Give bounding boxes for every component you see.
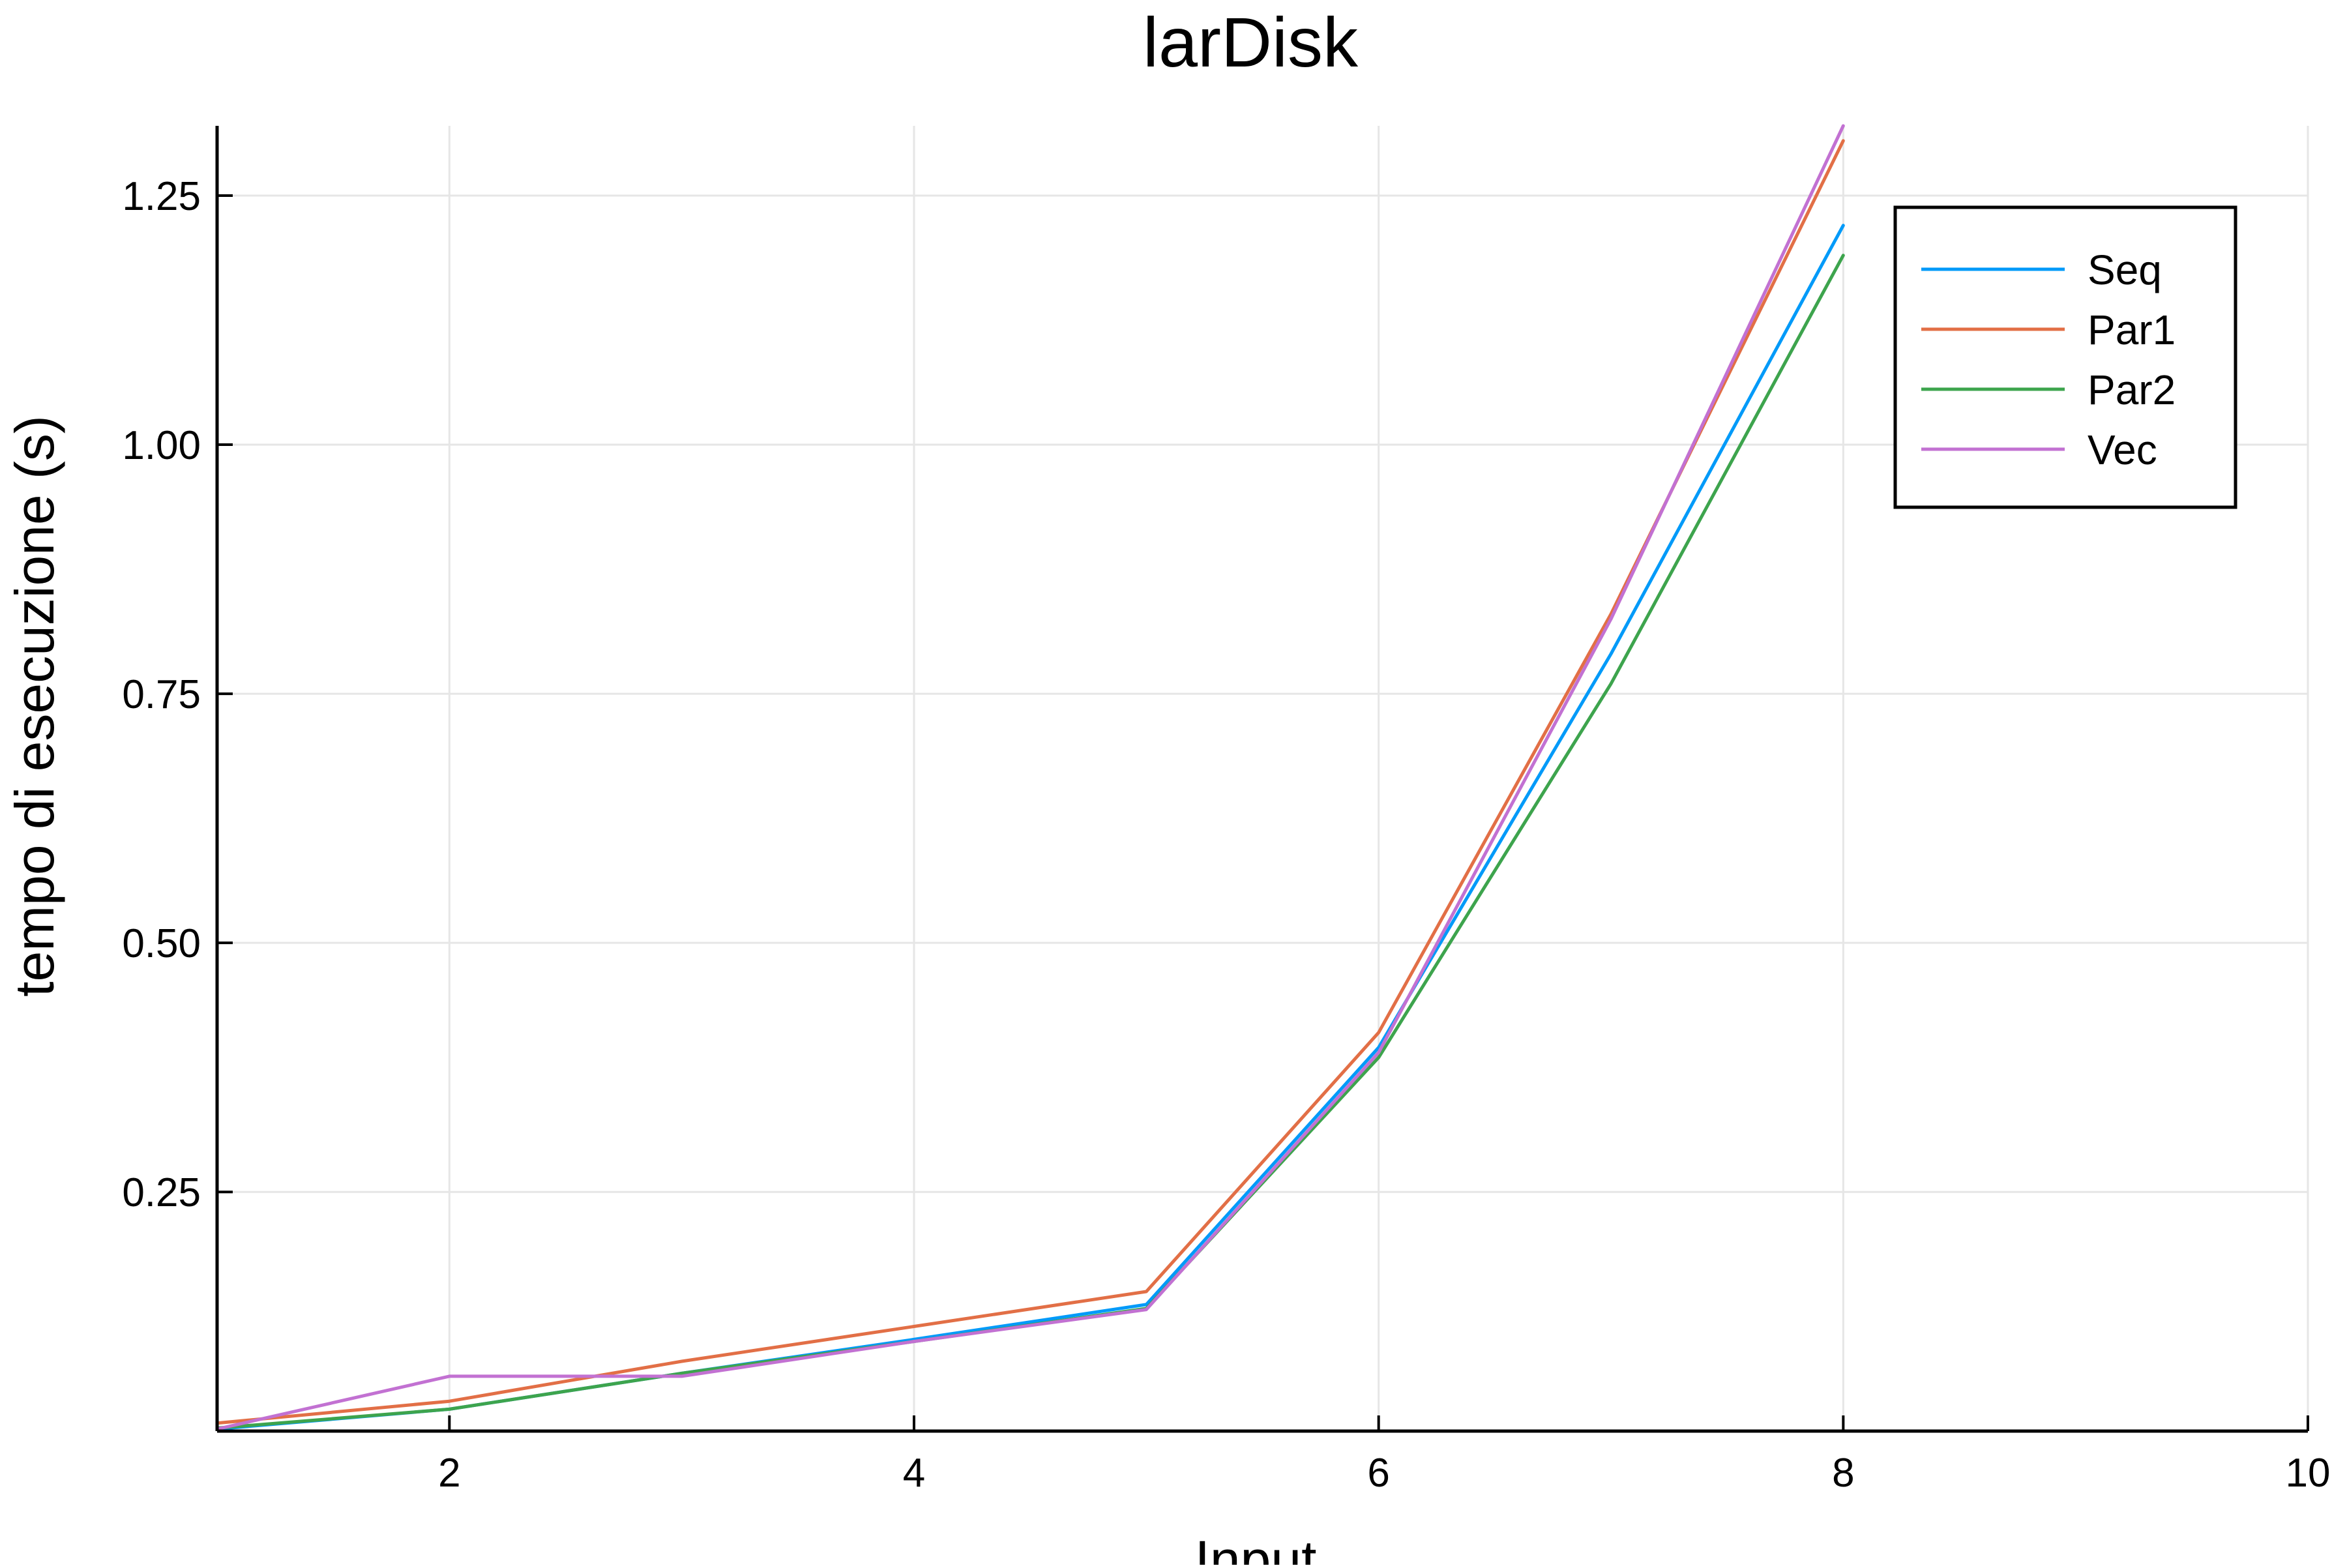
y-tick-label: 0.50 bbox=[122, 921, 201, 966]
series-lines bbox=[215, 124, 1845, 1431]
x-tick-label: 6 bbox=[1367, 1451, 1389, 1496]
series-line-par2 bbox=[215, 254, 1845, 1430]
series-line-vec bbox=[215, 124, 1845, 1431]
y-tick-label: 0.75 bbox=[122, 672, 201, 717]
y-tick-label: 1.25 bbox=[122, 174, 201, 219]
legend-label-par2: Par2 bbox=[2088, 366, 2176, 413]
x-axis-label: Input bbox=[1195, 1530, 1317, 1565]
axes bbox=[215, 126, 2308, 1433]
x-tick-label: 8 bbox=[1832, 1451, 1854, 1496]
legend-label-vec: Vec bbox=[2088, 426, 2157, 473]
x-tick-label: 10 bbox=[2286, 1451, 2331, 1496]
legend-box bbox=[1893, 205, 2237, 509]
x-tick-label: 2 bbox=[438, 1451, 460, 1496]
legend-label-par1: Par1 bbox=[2088, 306, 2176, 353]
series-line-seq bbox=[215, 224, 1845, 1431]
chart-title: larDisk bbox=[1143, 3, 1359, 81]
y-axis-label: tempo di esecuzione (s) bbox=[4, 415, 65, 997]
legend-label-seq: Seq bbox=[2088, 246, 2162, 293]
ticks: 2 4 6 8 10 0.25 0.50 0.75 1.00 1.25 bbox=[122, 174, 2330, 1496]
legend: Seq Par1 Par2 Vec bbox=[1893, 205, 2237, 509]
series-line-par1 bbox=[215, 139, 1845, 1425]
x-tick-label: 4 bbox=[903, 1451, 925, 1496]
y-tick-label: 1.00 bbox=[122, 423, 201, 468]
y-tick-label: 0.25 bbox=[122, 1170, 201, 1215]
